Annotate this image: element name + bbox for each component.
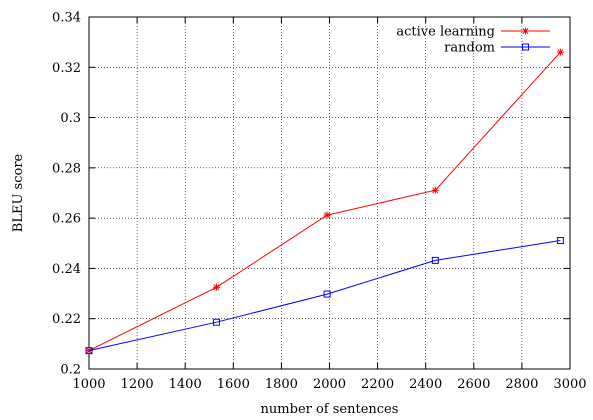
x-tick-label: 2400 <box>409 377 442 392</box>
x-tick-label: 1600 <box>217 377 250 392</box>
data-point-star <box>556 48 564 56</box>
data-point-square <box>323 290 331 298</box>
data-point-star <box>85 347 93 355</box>
y-tick-label: 0.34 <box>52 11 81 26</box>
x-axis-title: number of sentences <box>261 402 399 417</box>
data-point-square <box>212 318 220 326</box>
y-tick-label: 0.22 <box>52 312 81 327</box>
series-line-active-learning <box>88 51 561 352</box>
y-axis-title: BLEU score <box>11 153 26 232</box>
x-tick-label: 1400 <box>169 377 202 392</box>
x-tick-label: 2200 <box>361 377 394 392</box>
grid-lines <box>89 17 570 369</box>
x-tick-label: 1000 <box>72 377 105 392</box>
data-point-star <box>522 27 529 35</box>
x-tick-label: 2600 <box>457 377 490 392</box>
data-point-square <box>556 237 564 245</box>
x-tick-label: 1800 <box>265 377 298 392</box>
y-tick-label: 0.26 <box>52 212 81 227</box>
data-point-square <box>431 256 439 264</box>
y-tick-label: 0.2 <box>60 363 81 378</box>
x-tick-label: 2000 <box>313 377 346 392</box>
x-tick-label: 3000 <box>553 377 586 392</box>
x-tick-label: 1200 <box>121 377 154 392</box>
plot-frame <box>88 16 571 370</box>
y-tick-label: 0.28 <box>52 161 81 176</box>
data-point-square <box>522 43 529 51</box>
data-point-star <box>212 283 220 291</box>
data-point-star <box>431 186 439 194</box>
x-tick-label: 2800 <box>505 377 538 392</box>
series-line-random <box>88 240 561 352</box>
legend-label: active learning <box>396 25 495 40</box>
data-series <box>85 48 564 355</box>
data-point-star <box>323 211 331 219</box>
series-active-learning <box>85 48 564 355</box>
data-point-square <box>85 347 93 355</box>
axis-ticks: 1000 1200 1400 1600 1800 2000 2200 2400 2600 2800… <box>52 11 587 393</box>
y-tick-label: 0.3 <box>60 111 81 126</box>
legend-label: random <box>444 41 495 56</box>
y-tick-label: 0.32 <box>52 61 81 76</box>
series-random <box>85 237 564 355</box>
y-tick-label: 0.24 <box>52 262 81 277</box>
